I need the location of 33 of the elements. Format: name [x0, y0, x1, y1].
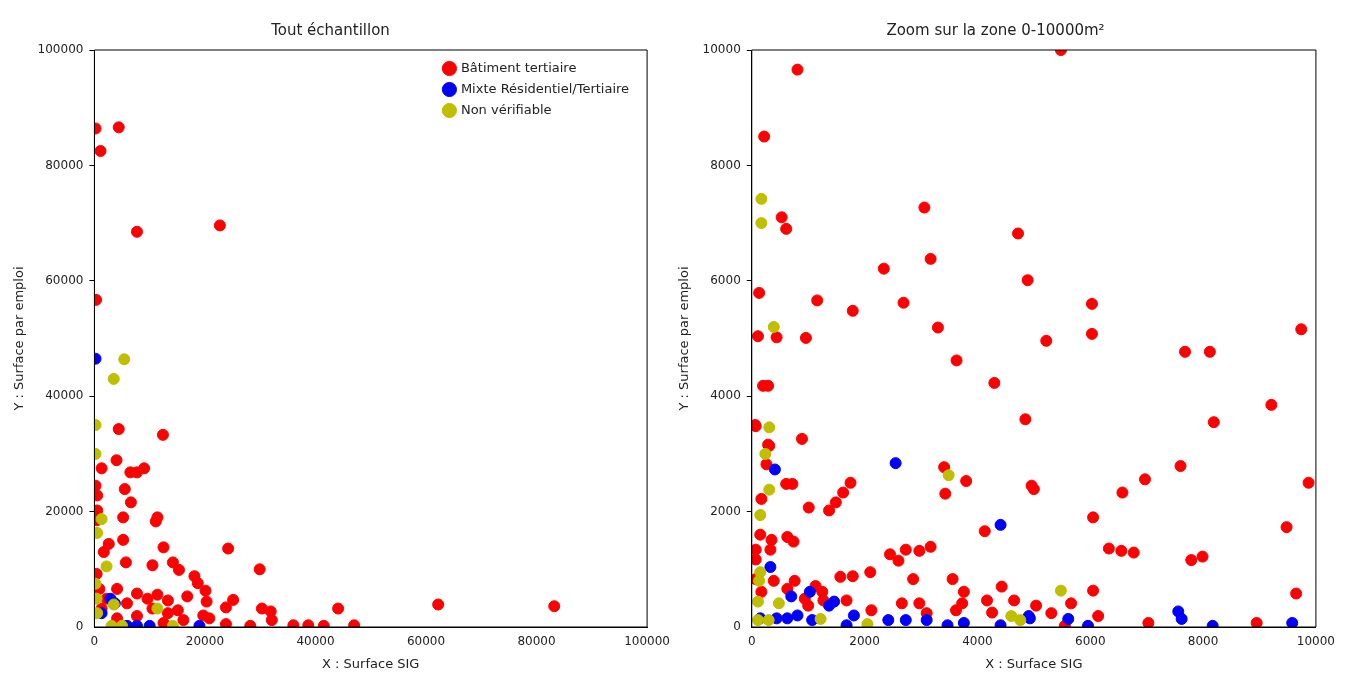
y-tick-label: 4000: [710, 388, 741, 403]
y-tick-label: 20000: [45, 503, 84, 518]
chart-title: Tout échantillon: [270, 20, 390, 39]
legend-label: Bâtiment tertiaire: [460, 59, 577, 75]
x-tick-label: 10000: [1296, 634, 1336, 649]
y-tick-label: 6000: [710, 272, 741, 287]
y-tick-label: 100000: [37, 42, 84, 57]
x-tick-label: 40000: [296, 634, 335, 649]
x-tick-label: 0: [747, 634, 756, 649]
x-tick-label: 20000: [185, 634, 225, 649]
x-tick-label: 0: [90, 634, 99, 649]
y-axis-title: Y : Surface par emploi: [676, 266, 692, 412]
x-axis-title: X : Surface SIG: [985, 655, 1083, 671]
legend-label: Mixte Résidentiel/Tertiaire: [460, 80, 630, 96]
y-axis-title: Y : Surface par emploi: [11, 266, 27, 412]
chart-title: Zoom sur la zone 0-10000m²: [886, 20, 1105, 39]
y-tick-label: 60000: [45, 272, 84, 287]
x-tick-label: 4000: [962, 634, 993, 649]
y-tick-label: 10000: [702, 42, 741, 57]
y-tick-label: 8000: [710, 157, 741, 172]
x-tick-label: 60000: [406, 634, 446, 649]
y-tick-label: 80000: [45, 157, 84, 172]
x-tick-label: 8000: [1187, 634, 1219, 649]
x-tick-label: 2000: [849, 634, 880, 649]
legend-label: Non vérifiable: [460, 101, 552, 117]
x-axis-title: X : Surface SIG: [322, 655, 420, 671]
y-tick-label: 0: [75, 619, 84, 634]
x-tick-label: 6000: [1074, 634, 1106, 649]
y-tick-label: 2000: [710, 503, 741, 518]
x-tick-label: 100000: [624, 634, 670, 649]
x-tick-label: 80000: [517, 634, 556, 649]
y-tick-label: 0: [733, 619, 741, 634]
y-tick-label: 40000: [45, 388, 84, 403]
